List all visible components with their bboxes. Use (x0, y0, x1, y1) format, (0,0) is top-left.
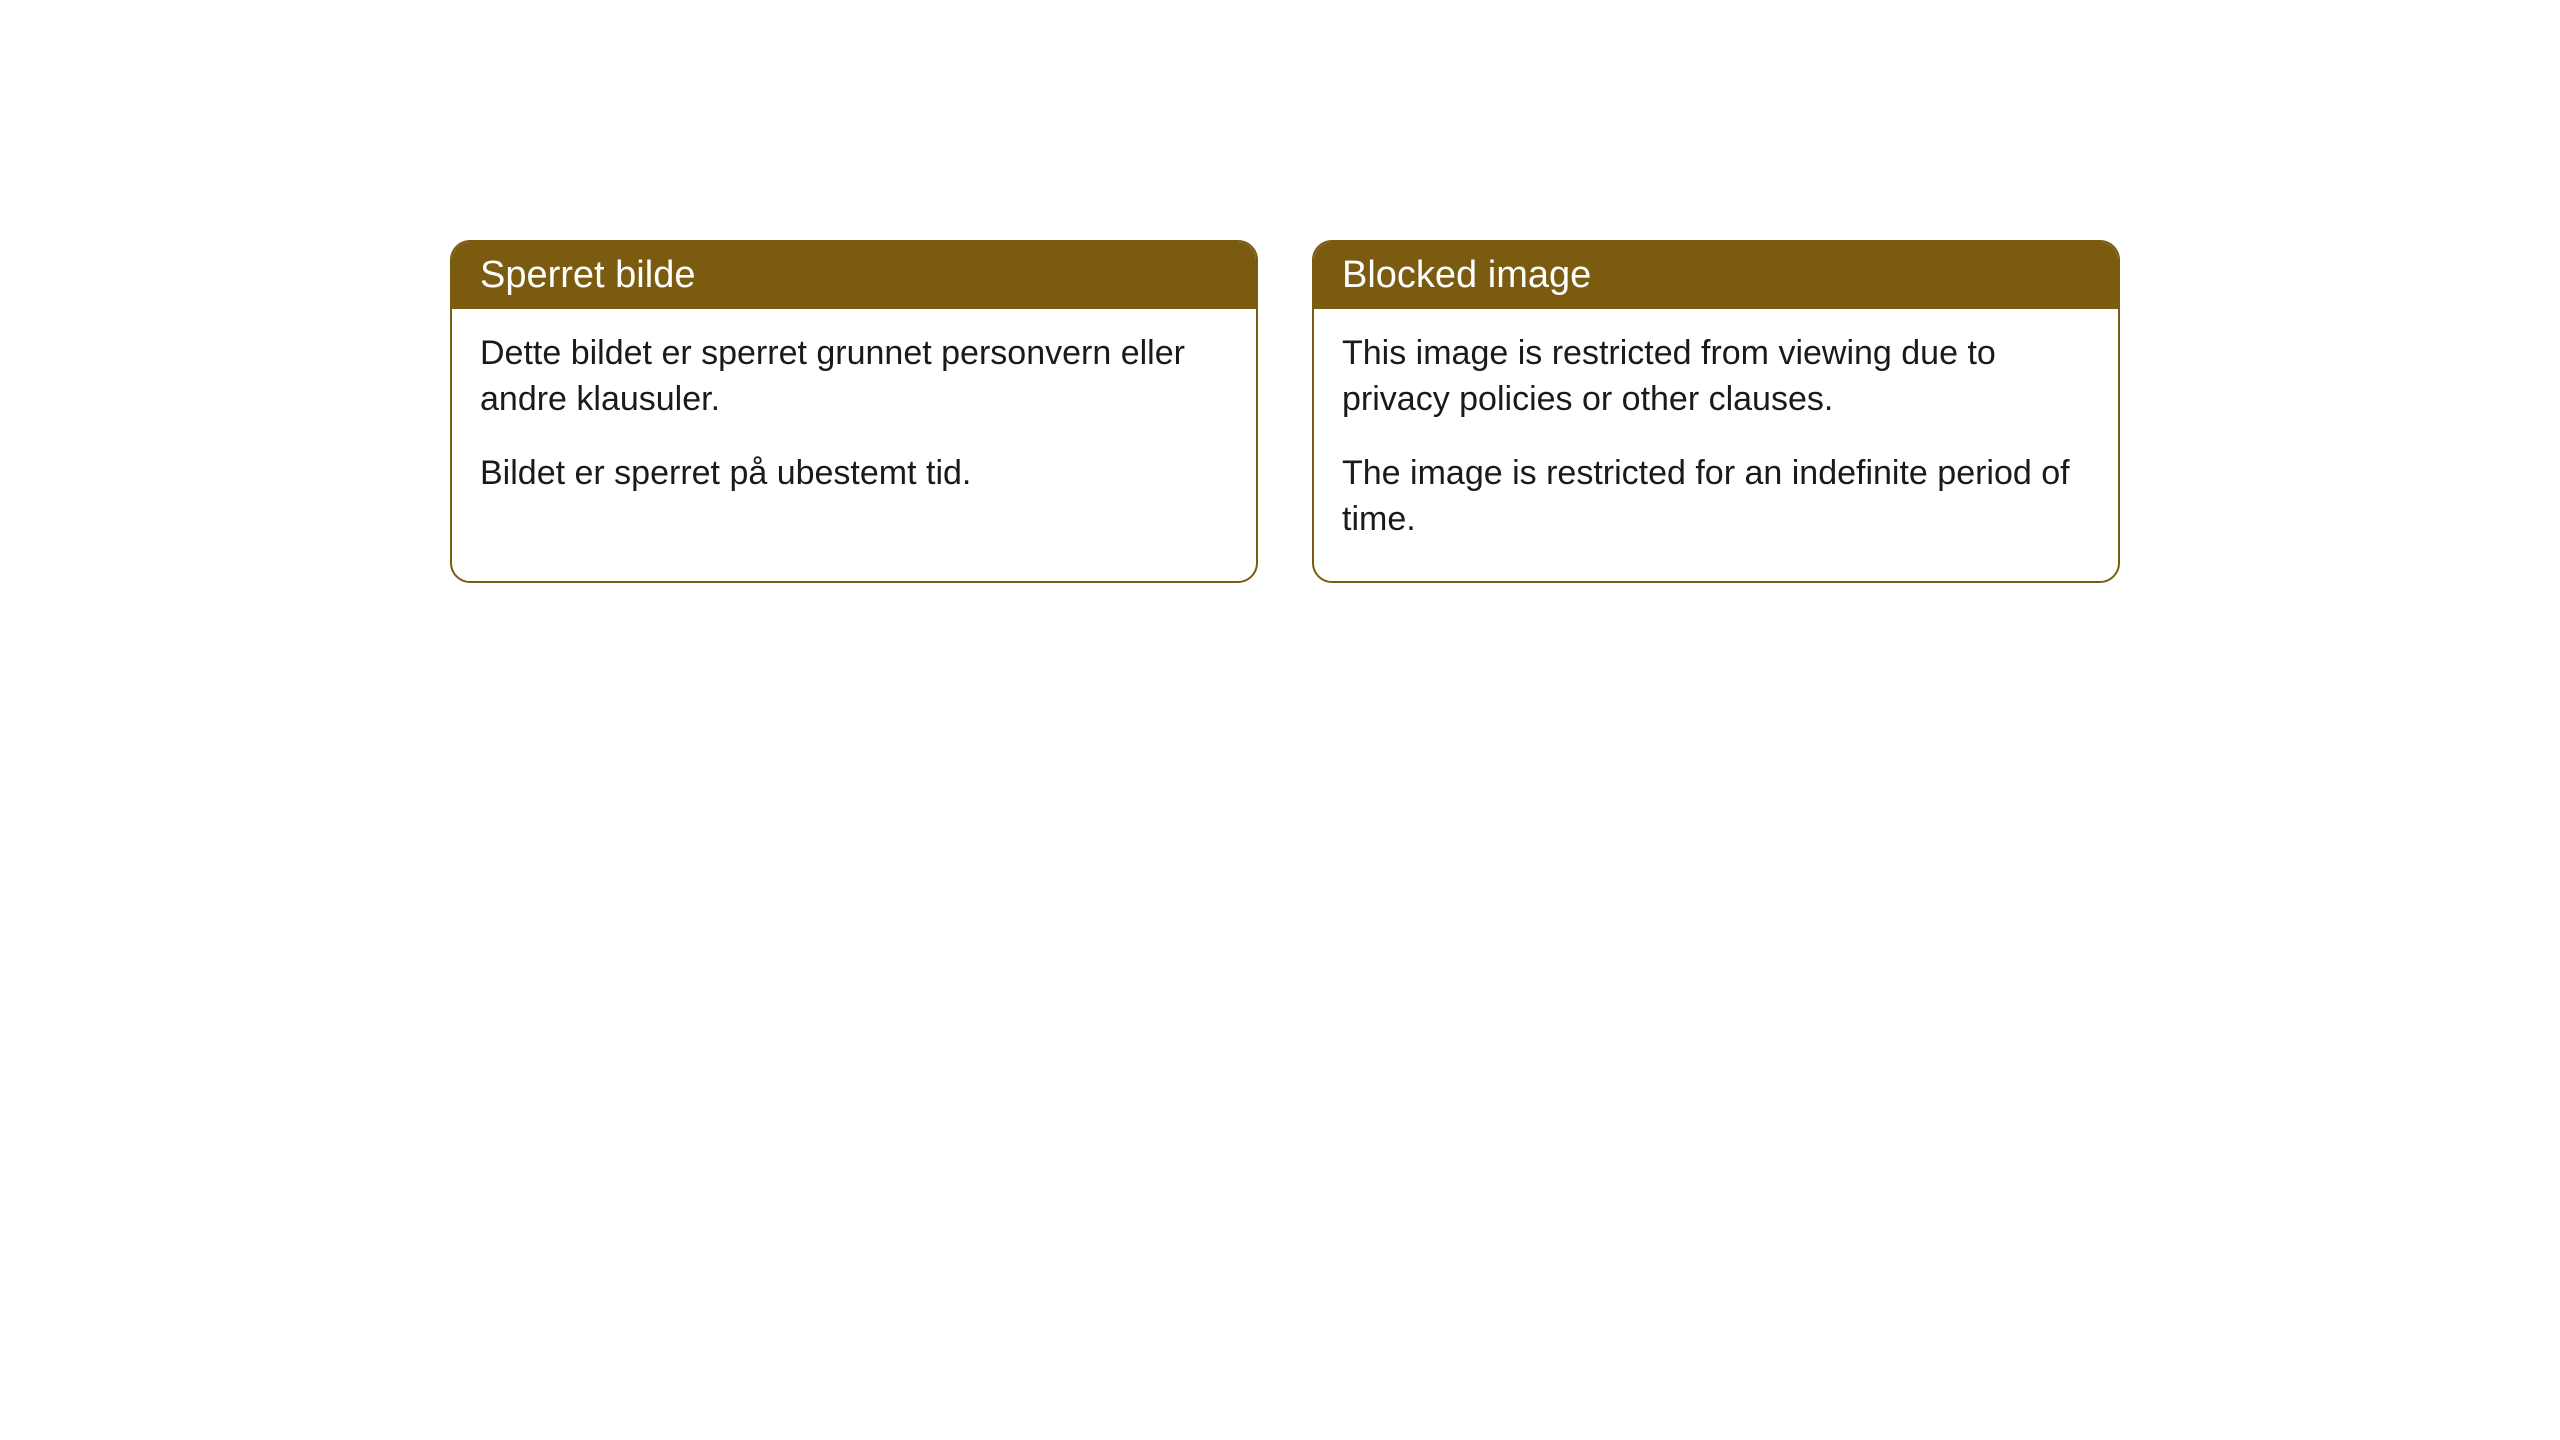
notice-card-norwegian: Sperret bilde Dette bildet er sperret gr… (450, 240, 1258, 583)
card-paragraph: Dette bildet er sperret grunnet personve… (480, 331, 1228, 423)
notice-card-english: Blocked image This image is restricted f… (1312, 240, 2120, 583)
card-header-english: Blocked image (1314, 242, 2118, 309)
notice-cards-container: Sperret bilde Dette bildet er sperret gr… (450, 240, 2120, 583)
card-header-norwegian: Sperret bilde (452, 242, 1256, 309)
card-paragraph: The image is restricted for an indefinit… (1342, 451, 2090, 543)
card-body-norwegian: Dette bildet er sperret grunnet personve… (452, 309, 1256, 535)
card-paragraph: Bildet er sperret på ubestemt tid. (480, 451, 1228, 497)
card-body-english: This image is restricted from viewing du… (1314, 309, 2118, 581)
card-paragraph: This image is restricted from viewing du… (1342, 331, 2090, 423)
